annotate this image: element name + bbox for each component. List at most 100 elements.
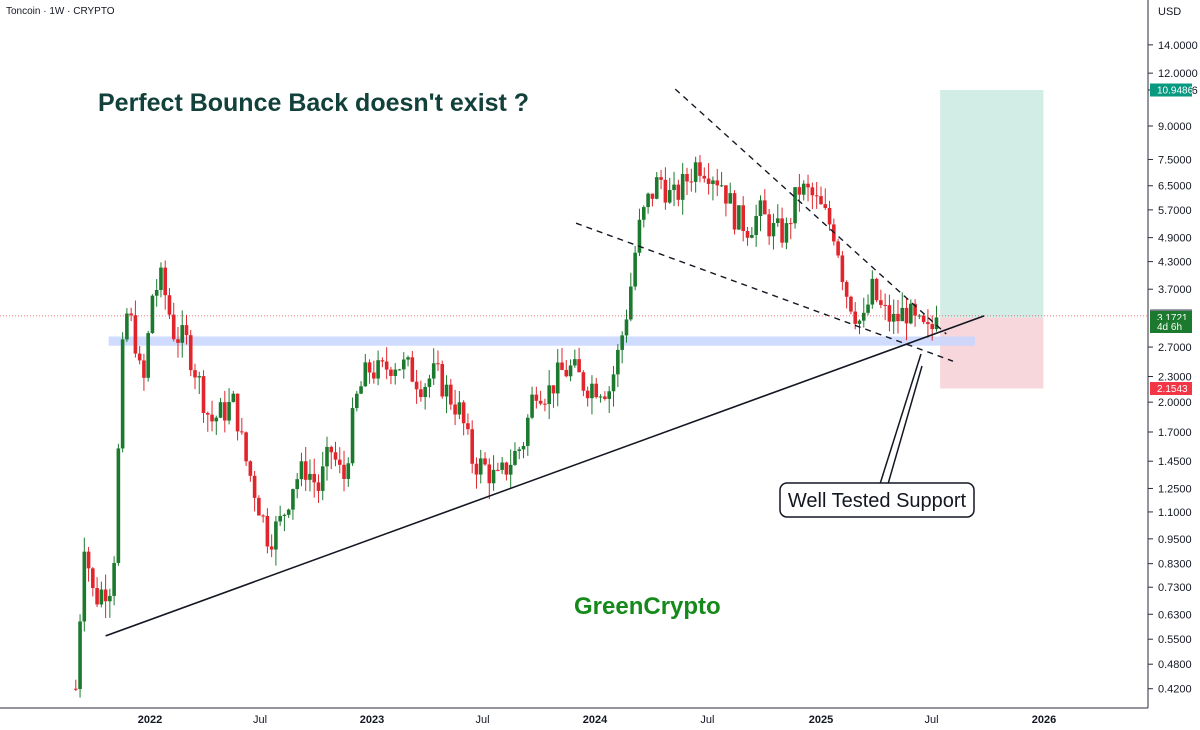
candle	[616, 344, 620, 388]
candle	[754, 204, 758, 247]
candle	[896, 299, 900, 334]
candle	[286, 508, 291, 518]
candle-body	[193, 370, 197, 378]
candle	[291, 488, 295, 520]
candle-body	[419, 389, 423, 398]
candle	[346, 457, 351, 487]
candle-body	[909, 303, 913, 324]
candle-body	[329, 446, 334, 453]
candle-body	[560, 362, 564, 370]
candle	[461, 400, 466, 436]
candle-body	[414, 381, 419, 390]
candle-body	[732, 193, 737, 230]
candle	[810, 182, 815, 210]
candle	[585, 386, 590, 407]
candle-body	[573, 359, 577, 366]
candle-body	[913, 303, 917, 316]
candle	[797, 173, 802, 212]
candle	[414, 369, 419, 404]
candle-body	[333, 452, 338, 460]
candle	[909, 299, 913, 325]
candle	[577, 347, 581, 373]
candle-body	[214, 417, 219, 422]
candle-body	[261, 515, 265, 517]
candle	[672, 171, 676, 207]
callout-support: Well Tested Support	[779, 353, 975, 518]
price-tick-label: 0.7300	[1158, 582, 1192, 594]
time-tick-label: Jul	[700, 714, 714, 726]
chart-title: Perfect Bounce Back doesn't exist ?	[98, 89, 529, 117]
candle	[525, 414, 530, 456]
candle-body	[711, 180, 715, 184]
candle-body	[73, 688, 78, 690]
candle-body	[316, 482, 321, 491]
candle-body	[806, 183, 810, 188]
candle	[367, 359, 372, 384]
candle-body	[86, 551, 91, 569]
candle-body	[299, 461, 304, 480]
price-tag: 2.1543	[1150, 382, 1192, 396]
candle-body	[372, 372, 376, 379]
candle-body	[449, 384, 453, 405]
zone-layer	[108, 90, 1044, 389]
candle-body	[715, 180, 720, 186]
time-tick-label: 2024	[583, 714, 608, 726]
price-tag: 10.9486	[1150, 83, 1194, 97]
price-tag-bg	[1150, 319, 1192, 333]
candle-body	[896, 313, 900, 322]
candle	[470, 420, 474, 474]
candle-body	[478, 458, 483, 475]
candle-body	[667, 190, 672, 203]
candle	[784, 217, 789, 250]
candle	[771, 213, 776, 250]
candle-body	[930, 324, 934, 330]
candle	[641, 205, 646, 228]
candle-body	[393, 369, 398, 376]
candle-body	[240, 431, 244, 433]
candle-body	[384, 361, 389, 370]
candle-body	[146, 333, 150, 378]
candle	[244, 431, 248, 466]
candle	[201, 370, 206, 423]
candle-body	[133, 315, 138, 354]
price-tick-label: 2.0000	[1158, 397, 1192, 409]
price-axis[interactable]: 14.0000 12.0000 10.9486 9.0000 7.5000 6.5000 5…	[1148, 40, 1198, 696]
candle-body	[719, 185, 724, 187]
candle	[354, 390, 359, 412]
candle	[504, 461, 509, 481]
candle-body	[534, 394, 539, 401]
candle	[269, 534, 274, 558]
candle-body	[91, 568, 95, 589]
candle-body	[444, 384, 449, 397]
time-axis[interactable]: 2022 Jul 2023 Jul 2024 Jul 2025 Jul 2026	[138, 714, 1056, 726]
candle-body	[303, 461, 308, 480]
candle	[478, 449, 483, 484]
candle-body	[750, 235, 754, 238]
candle	[78, 614, 82, 698]
candle-body	[354, 393, 359, 409]
candle	[282, 513, 287, 532]
candle-body	[120, 339, 125, 449]
candle	[706, 163, 711, 195]
candle-body	[95, 588, 99, 605]
candle	[887, 294, 892, 332]
candle	[466, 413, 470, 435]
candle-body	[487, 464, 492, 484]
candle	[423, 383, 427, 410]
candle-body	[252, 475, 257, 498]
candle-body	[737, 205, 741, 230]
price-tick-label: 5.7000	[1158, 205, 1192, 217]
currency-label: USD	[1158, 6, 1181, 18]
wedge-trendline-1	[575, 222, 954, 362]
candle-body	[624, 319, 629, 336]
candle-body	[457, 402, 462, 415]
candle	[257, 495, 261, 516]
candle	[819, 186, 823, 205]
candle	[926, 309, 930, 338]
candle-body	[397, 369, 402, 371]
candle	[633, 245, 637, 291]
price-tick-label: 9.0000	[1158, 121, 1192, 133]
candle-body	[676, 184, 681, 200]
candle-body	[555, 362, 560, 394]
